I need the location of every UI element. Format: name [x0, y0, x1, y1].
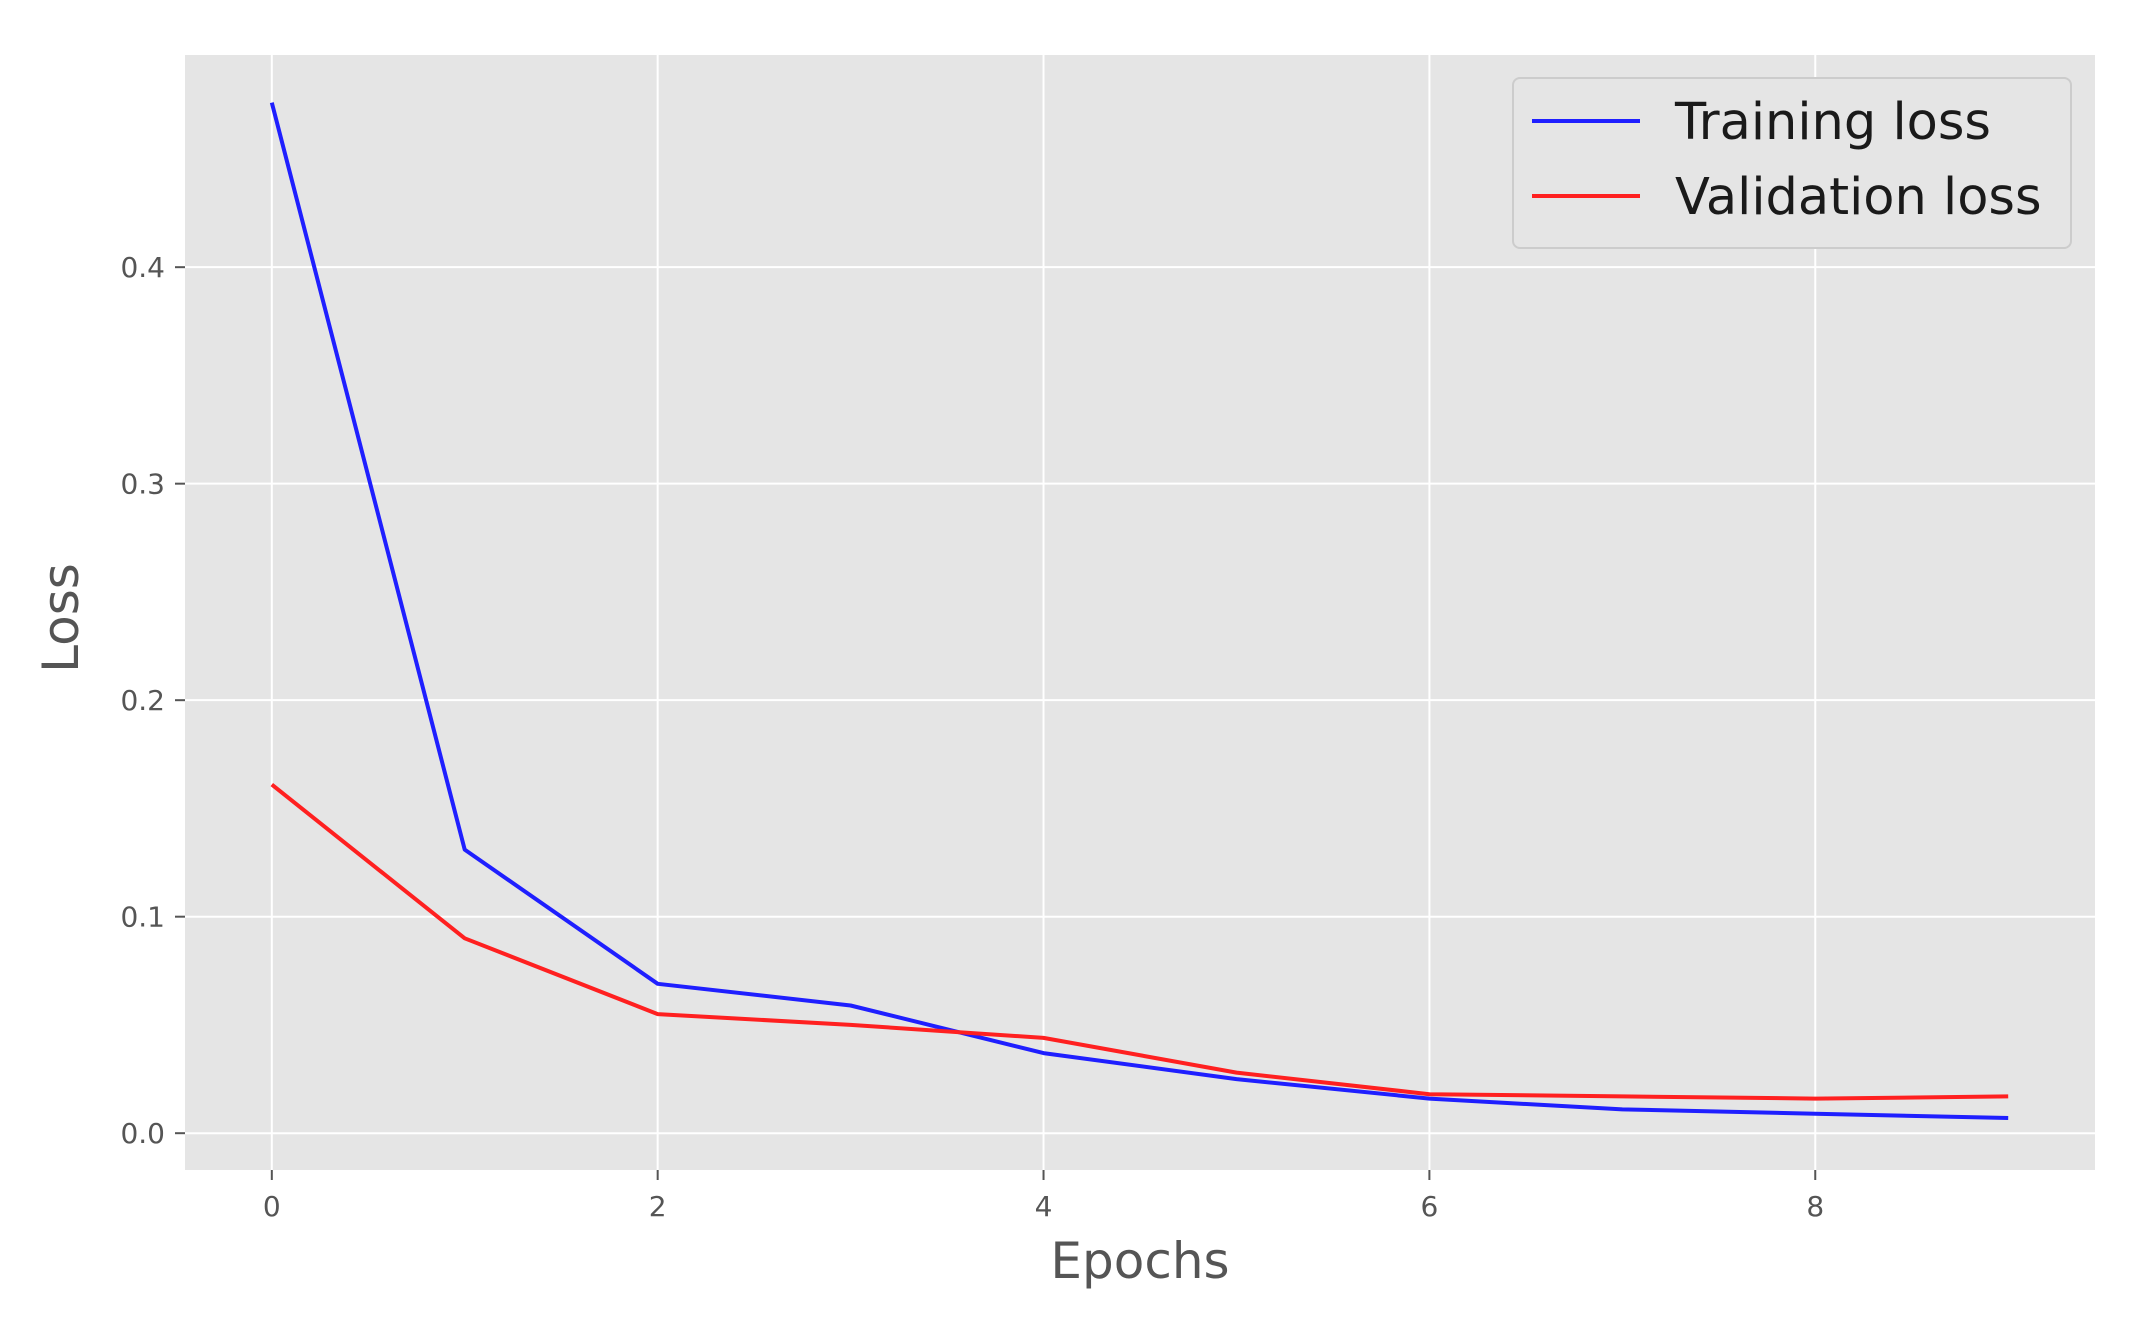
x-tick-labels: 0 2 4 6 8: [263, 1190, 1824, 1223]
x-tick-label: 4: [1035, 1190, 1053, 1223]
grid-lines: [185, 55, 2095, 1170]
series-lines: [269, 102, 2009, 1120]
legend-box: [1512, 77, 2072, 249]
y-tick-label: 0.2: [120, 684, 165, 717]
legend-label-training-loss: Training loss: [1674, 93, 1991, 152]
y-axis-label: Loss: [32, 563, 90, 673]
series-line-validation-loss: [270, 783, 2009, 1101]
x-axis-label: Epochs: [1050, 1232, 1229, 1290]
series-line-training-loss: [269, 102, 2009, 1120]
y-tick-label: 0.0: [120, 1117, 165, 1150]
y-tick-label: 0.4: [120, 251, 165, 284]
x-tick-label: 8: [1806, 1190, 1824, 1223]
x-tick-label: 0: [263, 1190, 281, 1223]
y-tick-label: 0.3: [120, 468, 165, 501]
y-tick-label: 0.1: [120, 901, 165, 934]
x-tick-label: 2: [649, 1190, 667, 1223]
x-tick-label: 6: [1420, 1190, 1438, 1223]
legend-label-validation-loss: Validation loss: [1675, 168, 2042, 227]
tick-marks: [175, 266, 1817, 1180]
legend: Training loss Validation loss: [1512, 77, 2072, 249]
y-tick-labels: 0.0 0.1 0.2 0.3 0.4: [120, 251, 165, 1150]
